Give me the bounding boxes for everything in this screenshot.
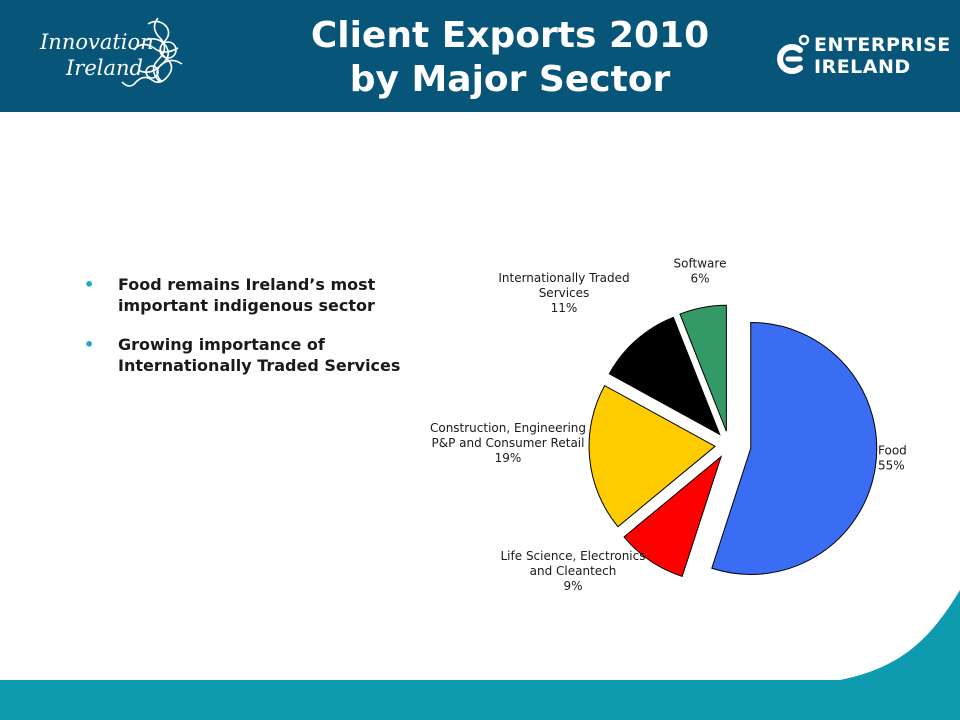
logo-text-ireland: Ireland [66,56,143,80]
bullet-1-line-2: important indigenous sector [118,296,375,315]
bullet-2-line-2: Internationally Traded Services [118,356,401,375]
bullet-1-line-1: Food remains Ireland’s most [118,275,376,294]
pie-label-life-science-electronics: and Cleantech [530,564,617,578]
pie-slice-life-science-electronics [623,455,723,578]
pie-label-food: Food [878,444,907,458]
pie-slice-software [679,304,727,432]
bullet-dot-icon: • [84,335,95,354]
innovation-ireland-logo: Innovation Ireland [28,10,228,102]
logo-text-enterprise: ENTERPRISE [814,34,951,56]
bullet-list: • Food remains Ireland’s most important … [84,274,464,394]
footer-bar [0,680,960,720]
pie-slice-internationally-traded [608,316,721,436]
pie-label-internationally-traded: Internationally Traded [498,271,629,285]
pie-pct-label-food: 55% [878,459,905,473]
title-line-2: by Major Sector [349,59,671,100]
footer-curve-shape [840,590,960,680]
title-line-1: Client Exports 2010 [310,15,710,56]
pie-slice-construction-engineering [588,384,716,528]
page-title: Client Exports 2010 by Major Sector [260,14,760,102]
pie-pct-label-life-science-electronics: 9% [563,579,582,593]
bullet-dot-icon: • [84,275,95,294]
pie-label-life-science-electronics: Life Science, Electronics [501,549,646,563]
pie-label-construction-engineering: Construction, Engineering [430,421,586,435]
pie-label-internationally-traded: Services [539,286,590,300]
pie-label-construction-engineering: P&P and Consumer Retail [432,436,585,450]
enterprise-swirl-icon [777,34,810,74]
bullet-item-1: • Food remains Ireland’s most important … [84,274,464,316]
pie-slice-food [711,321,878,575]
pie-pct-label-internationally-traded: 11% [551,301,578,315]
enterprise-ireland-logo: ENTERPRISE IRELAND [770,30,950,82]
header-bar [0,0,960,112]
bullet-2-line-1: Growing importance of [118,335,325,354]
pie-pct-label-software: 6% [690,272,709,286]
celtic-knot-icon [121,17,183,87]
pie-label-software: Software [674,257,727,271]
logo-text-innovation: Innovation [40,30,154,54]
bullet-item-2: • Growing importance of Internationally … [84,334,464,376]
pie-pct-label-construction-engineering: 19% [495,451,522,465]
logo-text-ireland-2: IRELAND [814,56,911,78]
